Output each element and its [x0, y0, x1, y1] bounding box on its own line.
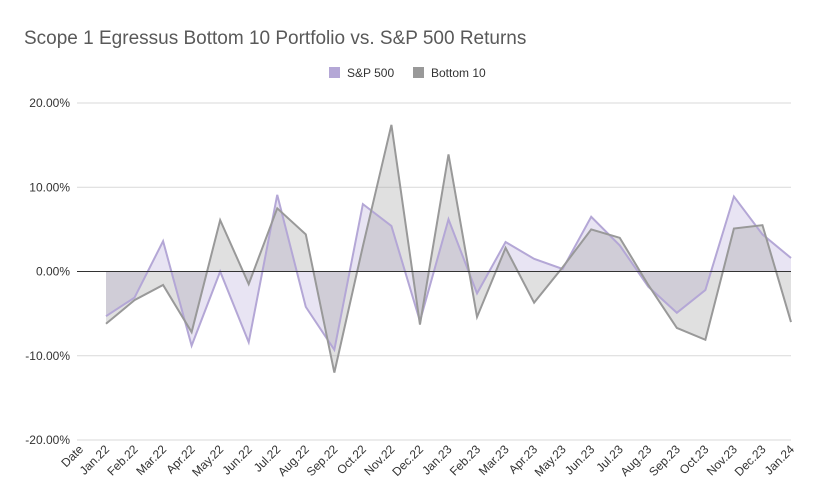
series-areas — [106, 124, 791, 373]
x-tick-label: May.22 — [189, 442, 226, 479]
legend-swatch — [329, 67, 340, 78]
x-tick-label: Aug.22 — [275, 442, 312, 479]
legend-label: S&P 500 — [347, 66, 394, 80]
x-tick-label: Sep.22 — [304, 442, 341, 479]
gridlines — [77, 102, 791, 441]
area-s-p-500 — [106, 194, 791, 350]
x-tick-label: Dec.22 — [389, 442, 426, 479]
x-tick-label: Mar.22 — [133, 442, 169, 478]
x-tick-label: Mar.23 — [476, 442, 512, 478]
legend-swatch — [413, 67, 424, 78]
legend: S&P 500 Bottom 10 — [329, 66, 486, 80]
area-bottom-10 — [106, 124, 791, 373]
x-tick-label: Jan.24 — [762, 442, 798, 478]
x-tick-label: Feb.22 — [104, 442, 141, 479]
y-tick-label: 10.00% — [29, 180, 70, 194]
x-tick-label: Dec.23 — [732, 442, 769, 479]
chart-title: Scope 1 Egressus Bottom 10 Portfolio vs.… — [24, 28, 526, 49]
x-tick-label: May.23 — [532, 442, 569, 479]
y-tick-label: 0.00% — [36, 265, 70, 279]
y-tick-label: 20.00% — [29, 96, 70, 110]
x-tick-label: Jun.22 — [219, 442, 255, 478]
x-axis-labels: DateJan.22Feb.22Mar.22Apr.22May.22Jun.22… — [58, 442, 797, 479]
y-axis-labels: 20.00% 10.00% 0.00% -10.00% -20.00% — [25, 96, 70, 447]
legend-label: Bottom 10 — [431, 66, 486, 80]
y-tick-label: -10.00% — [25, 349, 70, 363]
x-tick-label: Jun.23 — [562, 442, 598, 478]
y-tick-label: -20.00% — [25, 433, 70, 447]
x-tick-label: Sep.23 — [646, 442, 683, 479]
x-tick-label: Feb.23 — [447, 442, 484, 479]
x-tick-label: Aug.23 — [618, 442, 655, 479]
